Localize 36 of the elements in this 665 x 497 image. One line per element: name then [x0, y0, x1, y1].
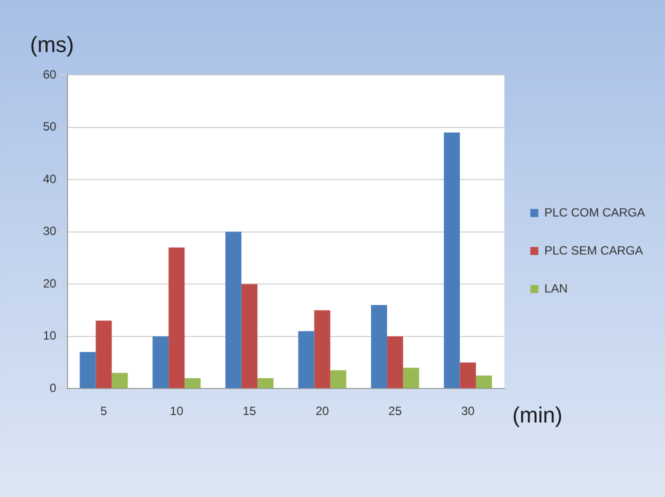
bar — [168, 247, 185, 388]
x-tick-label: 20 — [316, 404, 330, 418]
bar — [460, 362, 476, 388]
bar — [257, 378, 274, 388]
bar — [298, 331, 314, 388]
bar — [476, 376, 492, 388]
x-axis-title: (min) — [512, 402, 562, 428]
y-tick-label: 60 — [42, 67, 57, 82]
bar — [96, 320, 112, 388]
y-tick-label: 50 — [42, 120, 57, 134]
bar — [184, 378, 201, 388]
x-tick-label: 30 — [461, 404, 475, 418]
legend-label: PLC SEM CARGA — [544, 243, 644, 258]
bar — [241, 284, 258, 388]
legend-label: PLC COM CARGA — [544, 205, 646, 220]
bar — [80, 352, 96, 388]
bar — [314, 310, 330, 388]
bar — [112, 372, 128, 388]
y-tick-label: 40 — [42, 172, 57, 186]
bar — [444, 132, 460, 388]
y-tick-label: 20 — [42, 276, 57, 290]
x-tick-label: 10 — [170, 404, 184, 418]
bar — [403, 368, 420, 388]
y-tick-label: 0 — [50, 380, 57, 395]
bar — [225, 232, 242, 388]
x-tick-label: 25 — [388, 404, 402, 418]
x-tick-label: 5 — [100, 404, 108, 418]
y-tick-label: 30 — [42, 224, 57, 238]
y-axis-title: (ms) — [30, 32, 74, 58]
bar — [152, 336, 169, 388]
x-tick-label: 15 — [242, 404, 256, 418]
bar — [387, 336, 404, 388]
y-tick-label: 10 — [42, 328, 57, 343]
legend-label: LAN — [544, 281, 568, 296]
bar — [330, 370, 346, 388]
bar — [371, 304, 388, 388]
